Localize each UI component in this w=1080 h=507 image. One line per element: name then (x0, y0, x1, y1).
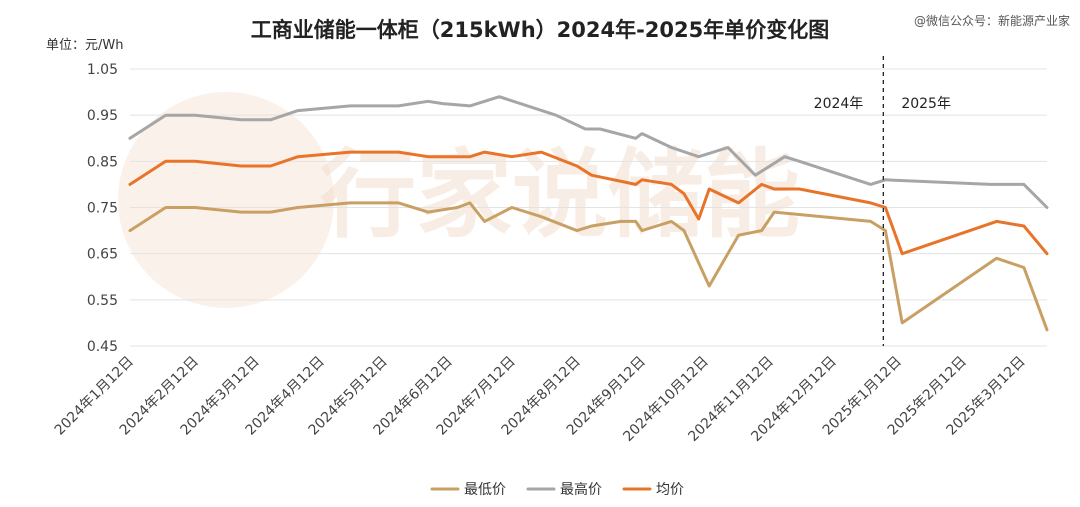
legend: 最低价 最高价 均价 (430, 481, 684, 498)
year-2025-label: 2025年 (901, 96, 951, 112)
logo-text: 行家说储能 (320, 139, 800, 251)
y-tick-label: 0.55 (87, 293, 118, 309)
watermark-text: @微信公众号：新能源产业家 (913, 14, 1070, 28)
y-tick-label: 0.95 (87, 108, 118, 124)
chart-title: 工商业储能一体柜（215kWh）2024年-2025年单价变化图 (250, 18, 830, 42)
series-line-2 (128, 150, 1049, 256)
year-2024-label: 2024年 (814, 96, 864, 112)
unit-label: 单位：元/Wh (46, 38, 124, 53)
year-divider: 2024年 2025年 (814, 56, 951, 346)
legend-label: 均价 (656, 482, 684, 498)
background-logo: 行家说储能 (118, 92, 800, 308)
series-line-0 (128, 201, 1049, 332)
legend-label: 最低价 (464, 482, 506, 498)
series-lines (128, 95, 1049, 332)
y-tick-label: 0.45 (87, 339, 118, 355)
y-tick-label: 0.85 (87, 154, 118, 170)
y-tick-label: 0.65 (87, 247, 118, 263)
y-tick-label: 0.75 (87, 201, 118, 217)
legend-label: 最高价 (560, 481, 602, 498)
y-axis-tick-labels: 0.45 0.55 0.65 0.75 0.85 0.95 1.05 (87, 62, 118, 355)
series-line-1 (128, 95, 1049, 209)
y-tick-label: 1.05 (87, 62, 118, 78)
x-axis-tick-labels: 2024年1月12日2024年2月12日2024年3月12日2024年4月12日… (52, 354, 1029, 445)
